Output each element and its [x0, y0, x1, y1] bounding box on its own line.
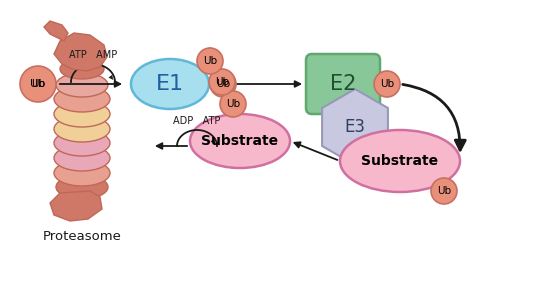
Circle shape: [197, 48, 223, 74]
Ellipse shape: [54, 86, 110, 112]
Text: Ub: Ub: [437, 186, 451, 196]
Ellipse shape: [54, 145, 110, 171]
Text: Substrate: Substrate: [362, 154, 438, 168]
Ellipse shape: [54, 160, 110, 186]
Text: Ub: Ub: [216, 79, 230, 89]
Ellipse shape: [340, 130, 460, 192]
Ellipse shape: [190, 114, 290, 168]
Text: Ub: Ub: [203, 56, 217, 66]
Ellipse shape: [56, 73, 108, 97]
Ellipse shape: [131, 59, 209, 109]
FancyBboxPatch shape: [306, 54, 380, 114]
Text: Ub: Ub: [215, 77, 229, 87]
Circle shape: [431, 178, 457, 204]
Ellipse shape: [54, 101, 110, 127]
Text: Ub: Ub: [30, 79, 46, 89]
Polygon shape: [54, 33, 107, 71]
Polygon shape: [44, 21, 68, 41]
Text: ATP   AMP: ATP AMP: [69, 50, 117, 60]
Ellipse shape: [54, 130, 110, 156]
Text: Ub: Ub: [226, 99, 240, 109]
Polygon shape: [322, 89, 388, 165]
Ellipse shape: [56, 175, 108, 199]
Circle shape: [220, 91, 246, 117]
Circle shape: [374, 71, 400, 97]
Ellipse shape: [54, 116, 110, 142]
Text: E3: E3: [344, 118, 365, 136]
Text: Proteasome: Proteasome: [43, 231, 121, 244]
Text: ADP   ATP: ADP ATP: [173, 116, 221, 126]
Circle shape: [209, 69, 235, 95]
Text: Ub: Ub: [31, 79, 45, 89]
Ellipse shape: [60, 59, 104, 79]
Circle shape: [210, 71, 236, 97]
Text: E2: E2: [330, 74, 356, 94]
Polygon shape: [50, 191, 102, 221]
Text: Substrate: Substrate: [201, 134, 279, 148]
Circle shape: [20, 66, 56, 102]
Text: E1: E1: [156, 74, 184, 94]
Text: Ub: Ub: [380, 79, 394, 89]
